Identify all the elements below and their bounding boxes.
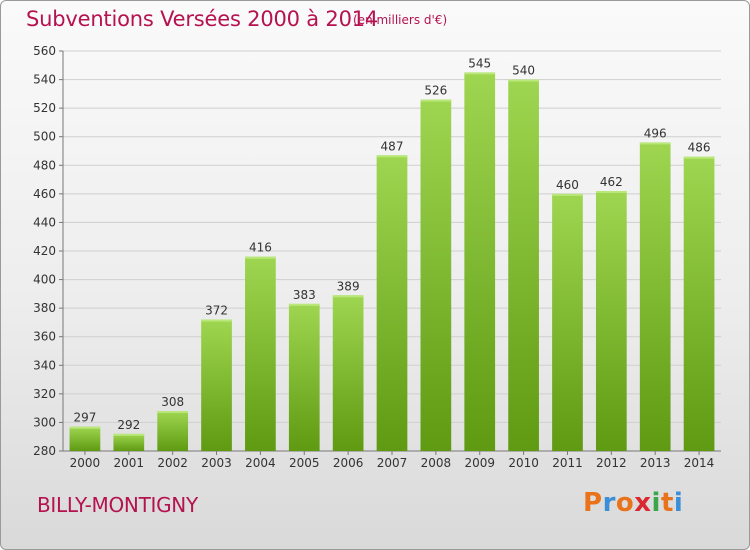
y-tick-label: 380 [33, 301, 56, 315]
bar-highlight [245, 256, 276, 259]
y-tick-label: 300 [33, 415, 56, 429]
bar-value-label: 383 [293, 288, 316, 302]
y-tick-label: 420 [33, 244, 56, 258]
bar-highlight [683, 156, 715, 159]
bar-value-label: 486 [688, 141, 711, 155]
logo-letter: t [660, 488, 674, 518]
bar-value-label: 545 [468, 56, 491, 70]
bar-value-label: 389 [337, 279, 360, 293]
bar-highlight [376, 155, 408, 158]
bar-value-label: 526 [424, 84, 447, 98]
bar [157, 411, 189, 451]
bar-highlight [552, 193, 583, 196]
bar [69, 426, 101, 451]
y-tick-label: 500 [33, 130, 56, 144]
logo-letter: r [602, 488, 616, 518]
x-tick-label: 2005 [289, 456, 320, 470]
y-tick-label: 400 [33, 273, 56, 287]
x-tick-label: 2013 [640, 456, 671, 470]
x-tick-label: 2009 [464, 456, 495, 470]
bar [639, 142, 671, 451]
y-tick-label: 320 [33, 387, 56, 401]
bar-value-label: 297 [73, 411, 96, 425]
bar-highlight [464, 72, 496, 75]
city-name: BILLY-MONTIGNY [37, 493, 198, 517]
bar-value-label: 460 [556, 178, 579, 192]
y-tick-label: 540 [33, 73, 56, 87]
x-tick-label: 2007 [377, 456, 408, 470]
bar-value-label: 462 [600, 175, 623, 189]
bar [508, 79, 539, 452]
bar-highlight [332, 295, 364, 298]
bar-value-label: 540 [512, 64, 535, 78]
bar [464, 72, 496, 451]
bar-value-label: 416 [249, 241, 272, 255]
chart-title: Subventions Versées 2000 à 2014 [26, 7, 379, 31]
bar-highlight [288, 303, 320, 306]
bar [376, 155, 408, 452]
x-tick-label: 2004 [245, 456, 276, 470]
bar-value-label: 496 [644, 126, 667, 140]
logo-letter: i [651, 488, 661, 518]
y-tick-label: 460 [33, 187, 56, 201]
x-tick-label: 2011 [552, 456, 583, 470]
x-tick-label: 2014 [684, 456, 715, 470]
bar-highlight [201, 319, 232, 322]
y-tick-label: 440 [33, 215, 56, 229]
y-tick-label: 520 [33, 101, 56, 115]
y-tick-label: 360 [33, 330, 56, 344]
bar-highlight [113, 433, 145, 436]
bar-highlight [508, 79, 539, 82]
proxiti-logo: Proxiti [583, 488, 683, 518]
bar [113, 433, 145, 451]
bar [245, 256, 276, 451]
x-tick-label: 2003 [201, 456, 232, 470]
x-tick-label: 2012 [596, 456, 627, 470]
logo-letter: P [583, 488, 603, 518]
x-tick-label: 2008 [421, 456, 452, 470]
bar-highlight [639, 142, 671, 145]
bar-highlight [69, 426, 101, 429]
logo-letter: x [634, 488, 652, 518]
x-tick-label: 2001 [114, 456, 145, 470]
x-tick-label: 2006 [333, 456, 364, 470]
bar-highlight [157, 411, 189, 413]
bar-value-label: 292 [117, 418, 140, 432]
bar-value-label: 487 [381, 139, 404, 153]
bar-value-label: 372 [205, 304, 228, 318]
y-tick-label: 340 [33, 358, 56, 372]
x-tick-label: 2010 [508, 456, 539, 470]
bar [595, 191, 627, 451]
y-tick-label: 480 [33, 158, 56, 172]
logo-letter: i [673, 488, 684, 518]
y-tick-label: 280 [33, 444, 56, 458]
bar [288, 303, 320, 451]
bar-highlight [595, 191, 627, 193]
bar [552, 193, 583, 451]
bar-value-label: 308 [161, 395, 184, 409]
y-tick-label: 560 [33, 44, 56, 58]
bar [420, 99, 452, 452]
bar-highlight [420, 99, 452, 102]
x-tick-label: 2002 [157, 456, 188, 470]
logo-letter: o [615, 488, 635, 518]
bar [683, 156, 715, 451]
bar [201, 319, 232, 451]
chart-subtitle: (en milliers d'€) [353, 13, 448, 27]
bar [332, 295, 364, 451]
x-tick-label: 2000 [70, 456, 101, 470]
